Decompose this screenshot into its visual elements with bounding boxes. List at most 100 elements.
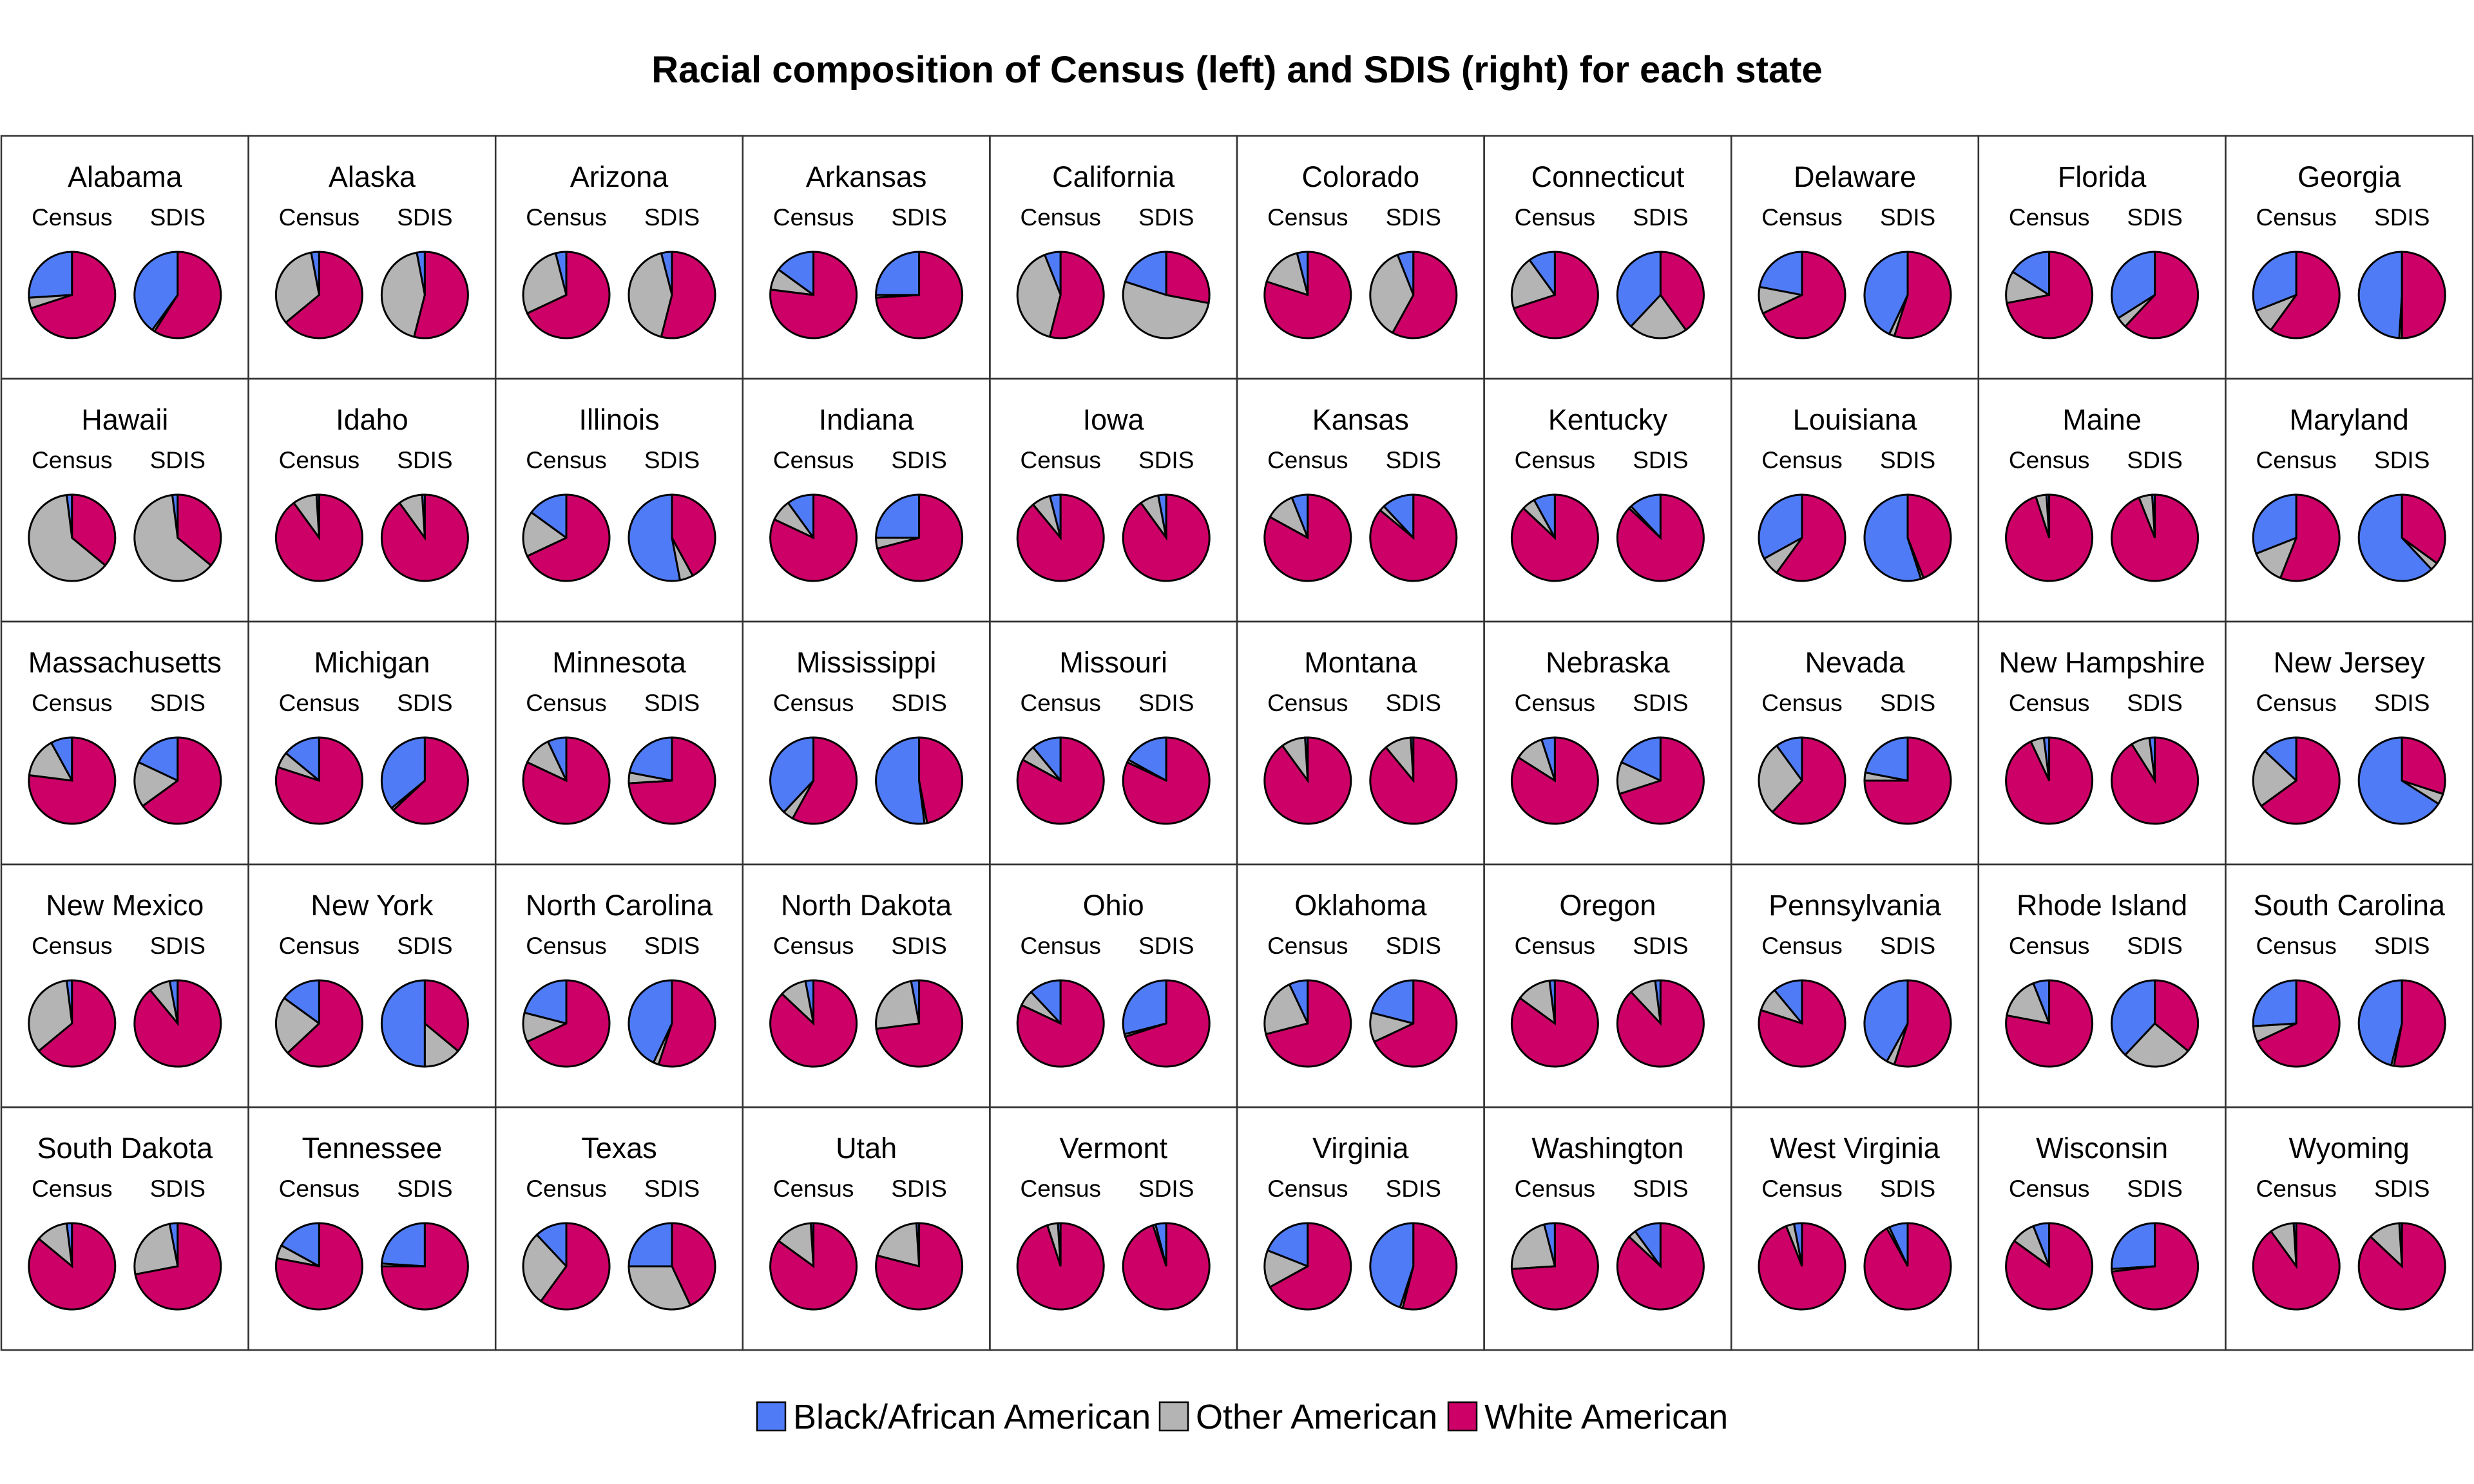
pie-slice-massachusetts-sdis-other-american bbox=[133, 761, 180, 808]
pie-pennsylvania-census bbox=[1758, 979, 1846, 1068]
pie-slice-connecticut-sdis-white-american bbox=[1659, 251, 1705, 332]
state-panel-kansas: Kansas Census SDIS bbox=[1236, 377, 1485, 623]
state-name-maryland: Maryland bbox=[2290, 403, 2409, 436]
pie-california-census bbox=[1016, 251, 1105, 339]
state-panel-oklahoma: Oklahoma Census SDIS bbox=[1236, 863, 1485, 1108]
pie-new-york-census bbox=[274, 979, 363, 1068]
pie-idaho-census bbox=[274, 493, 363, 582]
state-name-wyoming: Wyoming bbox=[2289, 1132, 2410, 1165]
pie-slice-utah-sdis-white-american bbox=[875, 1222, 964, 1311]
pie-label-sdis: SDIS bbox=[891, 933, 946, 959]
state-name-utah: Utah bbox=[836, 1132, 897, 1165]
legend-label-white-american: White American bbox=[1484, 1398, 1728, 1436]
pie-kentucky-census bbox=[1510, 493, 1599, 582]
pie-label-sdis: SDIS bbox=[891, 204, 946, 231]
pie-slice-alaska-census-white-american bbox=[284, 251, 363, 339]
pie-label-census: Census bbox=[1761, 690, 1842, 716]
state-panel-new-york: New York Census SDIS bbox=[247, 863, 497, 1108]
pie-oklahoma-sdis bbox=[1369, 979, 1458, 1068]
state-name-delaware: Delaware bbox=[1794, 160, 1916, 193]
pie-slice-mississippi-census-black-african-american bbox=[769, 736, 815, 813]
pie-slice-indiana-sdis-white-american bbox=[876, 493, 964, 582]
pie-slice-oklahoma-census-other-american bbox=[1263, 983, 1309, 1036]
pie-slice-kansas-sdis-white-american bbox=[1369, 493, 1458, 582]
legend-swatch-white-american bbox=[1447, 1401, 1478, 1432]
pie-slice-utah-sdis-other-american bbox=[876, 1222, 921, 1268]
pie-slice-vermont-sdis-white-american bbox=[1122, 1222, 1211, 1311]
state-panel-west-virginia: West Virginia Census SDIS bbox=[1730, 1106, 1980, 1351]
pie-slice-hawaii-sdis-white-american bbox=[177, 493, 222, 567]
state-name-pennsylvania: Pennsylvania bbox=[1769, 889, 1942, 922]
pie-slice-new-york-census-white-american bbox=[286, 979, 363, 1068]
pie-slice-tennessee-sdis-black-african-american bbox=[380, 1222, 426, 1268]
pie-wyoming-sdis bbox=[2357, 1222, 2446, 1311]
pie-slice-new-mexico-census-white-american bbox=[37, 979, 117, 1068]
pie-louisiana-census bbox=[1758, 493, 1846, 582]
pie-georgia-sdis bbox=[2357, 251, 2446, 339]
pie-slice-oklahoma-sdis-white-american bbox=[1373, 979, 1458, 1068]
state-panel-vermont: Vermont Census SDIS bbox=[989, 1106, 1238, 1351]
pie-slice-montana-census-white-american bbox=[1263, 736, 1352, 825]
pie-alabama-census bbox=[28, 251, 117, 339]
pie-label-census: Census bbox=[526, 690, 606, 716]
pie-label-sdis: SDIS bbox=[2127, 933, 2182, 959]
state-panel-new-mexico: New Mexico Census SDIS bbox=[0, 863, 249, 1108]
pie-slice-north-carolina-census-white-american bbox=[526, 979, 611, 1068]
pie-label-sdis: SDIS bbox=[1386, 447, 1441, 473]
pie-slice-nebraska-census-white-american bbox=[1510, 736, 1599, 825]
pie-label-census: Census bbox=[2256, 1175, 2336, 1202]
pie-slice-georgia-census-black-african-american bbox=[2252, 251, 2297, 312]
state-name-nebraska: Nebraska bbox=[1546, 646, 1671, 679]
pie-slice-idaho-census-white-american bbox=[274, 493, 363, 582]
pie-slice-alaska-census-other-american bbox=[274, 251, 321, 324]
pie-label-sdis: SDIS bbox=[891, 690, 946, 716]
pie-label-sdis: SDIS bbox=[891, 447, 946, 473]
pie-slice-washington-sdis-white-american bbox=[1616, 1222, 1705, 1311]
pie-slice-wisconsin-sdis-white-american bbox=[2111, 1222, 2200, 1311]
pie-pennsylvania-sdis bbox=[1863, 979, 1952, 1068]
state-name-new-jersey: New Jersey bbox=[2274, 646, 2426, 679]
pie-slice-west-virginia-sdis-white-american bbox=[1863, 1222, 1952, 1311]
state-name-missouri: Missouri bbox=[1059, 646, 1167, 679]
pie-slice-iowa-census-white-american bbox=[1016, 493, 1105, 582]
state-name-idaho: Idaho bbox=[336, 403, 408, 436]
pie-slice-texas-sdis-black-african-american bbox=[628, 1222, 673, 1268]
pie-georgia-census bbox=[2252, 251, 2341, 339]
pie-label-census: Census bbox=[773, 447, 854, 473]
pie-rhode-island-sdis bbox=[2111, 979, 2200, 1068]
pie-slice-alabama-census-white-american bbox=[30, 251, 117, 339]
pie-label-census: Census bbox=[526, 933, 606, 959]
state-name-wisconsin: Wisconsin bbox=[2036, 1132, 2168, 1165]
state-name-ohio: Ohio bbox=[1083, 889, 1144, 922]
pie-label-sdis: SDIS bbox=[1633, 1175, 1688, 1202]
state-panel-colorado: Colorado Census SDIS bbox=[1236, 135, 1485, 380]
pie-label-census: Census bbox=[2009, 204, 2089, 231]
state-name-kentucky: Kentucky bbox=[1548, 403, 1668, 436]
pie-slice-north-dakota-sdis-white-american bbox=[875, 979, 964, 1068]
pie-missouri-sdis bbox=[1122, 736, 1211, 825]
pie-slice-california-sdis-white-american bbox=[1165, 251, 1211, 305]
pie-slice-west-virginia-census-white-american bbox=[1758, 1222, 1846, 1311]
state-name-new-york: New York bbox=[311, 889, 434, 922]
pie-label-sdis: SDIS bbox=[150, 447, 206, 473]
pie-slice-oklahoma-census-white-american bbox=[1265, 979, 1352, 1068]
pie-michigan-sdis bbox=[380, 736, 469, 825]
pie-label-sdis: SDIS bbox=[2127, 1175, 2182, 1202]
state-panel-iowa: Iowa Census SDIS bbox=[989, 377, 1238, 623]
pie-indiana-census bbox=[769, 493, 858, 582]
pie-label-sdis: SDIS bbox=[150, 204, 206, 231]
pie-slice-arizona-census-other-american bbox=[522, 252, 568, 315]
legend-item-other-american: Other American bbox=[1158, 1398, 1437, 1436]
pie-slice-washington-census-white-american bbox=[1510, 1222, 1599, 1311]
pie-label-sdis: SDIS bbox=[397, 204, 452, 231]
pie-slice-michigan-sdis-black-african-american bbox=[380, 736, 426, 810]
state-panel-arizona: Arizona Census SDIS bbox=[494, 135, 744, 380]
pie-maryland-sdis bbox=[2357, 493, 2446, 582]
state-name-texas: Texas bbox=[581, 1132, 657, 1165]
state-panel-wyoming: Wyoming Census SDIS bbox=[2225, 1106, 2474, 1351]
state-name-vermont: Vermont bbox=[1059, 1132, 1167, 1165]
pie-label-census: Census bbox=[32, 1175, 112, 1202]
pie-label-census: Census bbox=[279, 933, 360, 959]
legend-item-white-american: White American bbox=[1447, 1398, 1728, 1436]
pie-slice-tennessee-sdis-white-american bbox=[380, 1222, 469, 1311]
